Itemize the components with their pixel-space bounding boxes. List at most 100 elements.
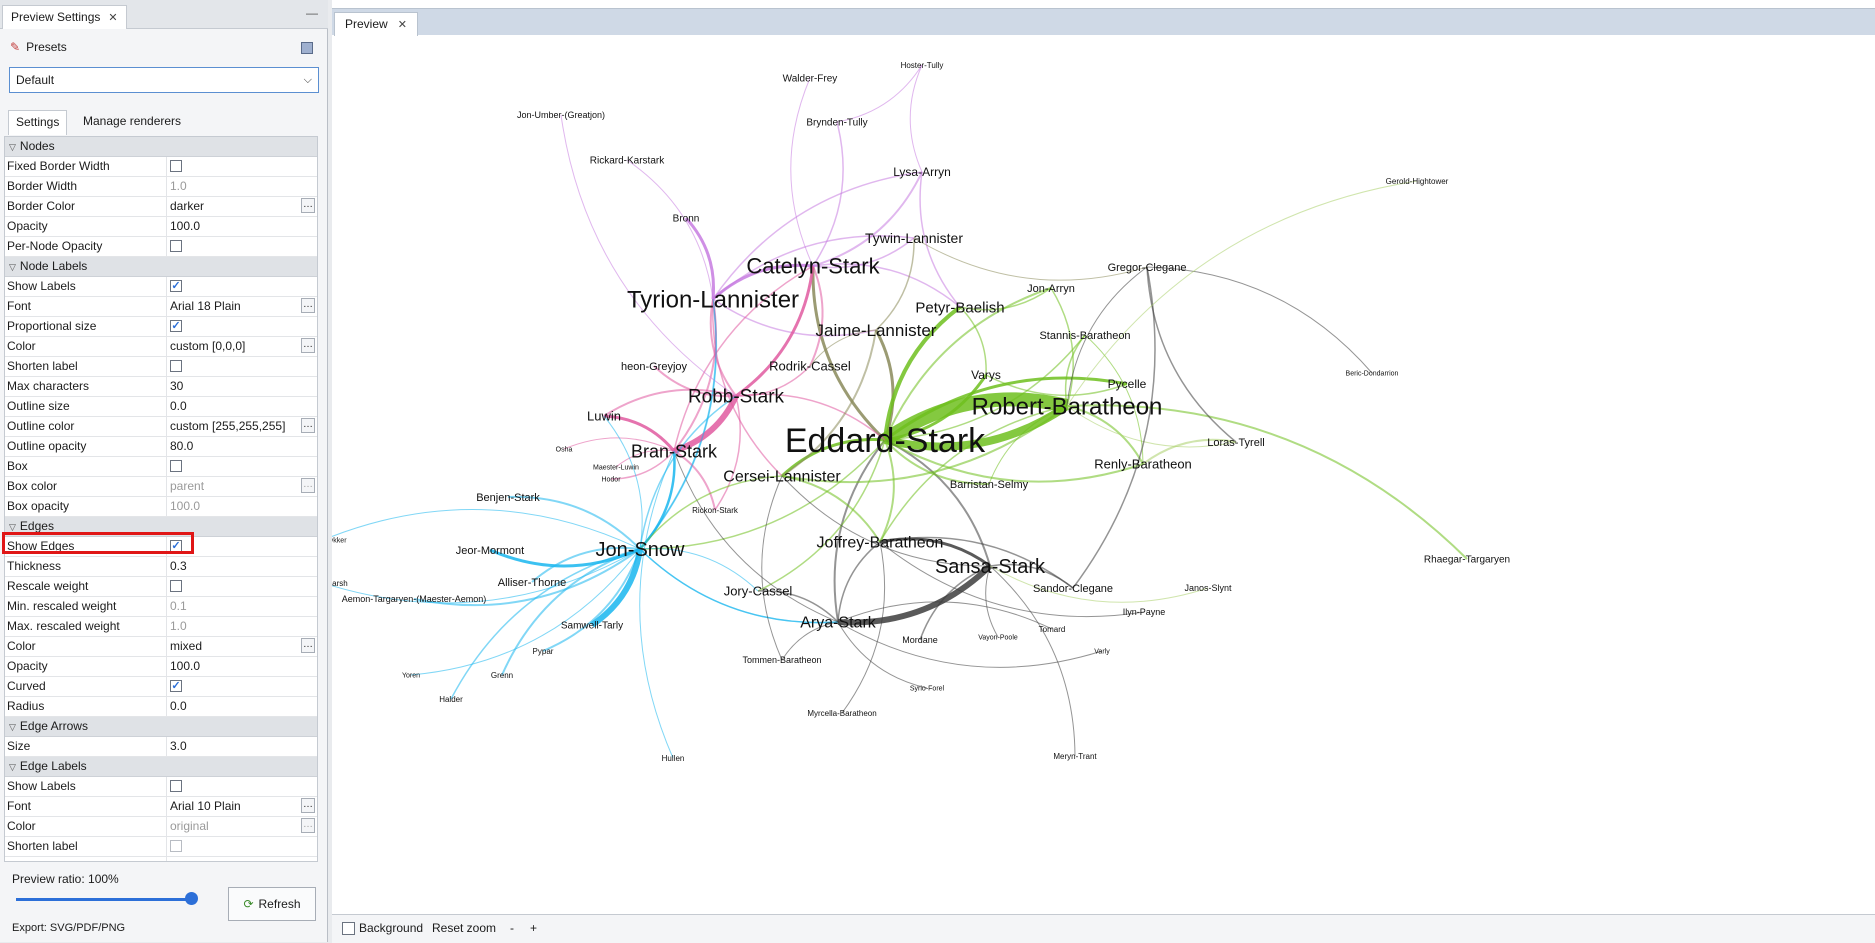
property-value[interactable]: 0.0 (166, 397, 317, 416)
graph-edge (988, 405, 1068, 485)
property-row: Per-Node Opacity (5, 237, 317, 257)
property-row: Font Arial 10 Plain… (5, 797, 317, 817)
property-value[interactable]: original … (166, 817, 317, 836)
preview-ratio-slider-thumb[interactable] (185, 892, 198, 905)
property-value[interactable]: darker … (166, 197, 317, 216)
unchecked-checkbox[interactable] (170, 780, 182, 792)
property-label: Color (7, 339, 36, 353)
property-row: Outline size 0.0 (5, 397, 317, 417)
property-value[interactable]: 100.0 (166, 657, 317, 676)
background-checkbox[interactable] (342, 922, 355, 935)
graph-edge (837, 621, 1103, 668)
checked-checkbox[interactable]: ✓ (170, 680, 182, 692)
property-value[interactable]: 100.0 (166, 497, 317, 516)
property-value[interactable]: Arial 18 Plain… (166, 297, 317, 316)
save-icon[interactable] (301, 42, 313, 54)
property-checkbox-cell[interactable]: ✓ (166, 677, 317, 696)
property-value[interactable]: 100.0 (166, 217, 317, 236)
graph-edge (874, 329, 895, 441)
ellipsis-button[interactable]: … (301, 298, 315, 313)
property-checkbox-cell[interactable] (166, 457, 317, 476)
property-value[interactable]: 30 (166, 857, 317, 861)
graph-edge (884, 376, 1128, 442)
property-checkbox-cell[interactable] (166, 237, 317, 256)
graph-edge (884, 334, 1086, 441)
graph-preview-canvas[interactable]: Eddard-Stark Robert-Baratheon Tyrion-Lanni… (332, 34, 1875, 910)
section-header[interactable]: ▽ Node Labels (5, 257, 317, 277)
graph-edge (913, 237, 1148, 281)
unchecked-checkbox[interactable] (170, 580, 182, 592)
ellipsis-button[interactable]: … (301, 478, 315, 493)
zoom-in-button[interactable]: + (530, 921, 538, 935)
unchecked-checkbox[interactable] (170, 460, 182, 472)
property-value[interactable]: parent… (166, 477, 317, 496)
property-value[interactable]: Arial 10 Plain… (166, 797, 317, 816)
property-label: Border Color (7, 199, 76, 213)
property-row: Opacity 100.0 (5, 657, 317, 677)
close-icon[interactable]: ✕ (108, 12, 118, 24)
preset-select-value: Default (16, 73, 55, 87)
property-checkbox-cell[interactable] (166, 837, 317, 856)
node-label: Joffrey-Baratheon (817, 535, 944, 552)
property-value-text: original (170, 819, 209, 833)
ellipsis-button[interactable]: … (301, 818, 315, 833)
close-icon[interactable]: ✕ (397, 19, 407, 31)
node-label: Gerold-Hightower (1386, 177, 1449, 186)
tab-manage-renderers[interactable]: Manage renderers (76, 110, 188, 134)
unchecked-checkbox[interactable] (170, 160, 182, 172)
collapse-triangle-icon[interactable]: ▽ (9, 762, 16, 772)
property-checkbox-cell[interactable]: ✓ (166, 277, 317, 296)
property-value-text: 100.0 (170, 219, 201, 233)
preset-select[interactable]: Default ⌵ (9, 67, 319, 93)
property-checkbox-cell[interactable] (166, 577, 317, 596)
ellipsis-button[interactable]: … (301, 798, 315, 813)
property-value-text: 30 (170, 859, 183, 861)
property-row: Show Edges ✓ (5, 537, 317, 557)
collapse-triangle-icon[interactable]: ▽ (9, 722, 16, 732)
ellipsis-button[interactable]: … (301, 638, 315, 653)
property-value-text: darker (170, 199, 205, 213)
tab-preview[interactable]: Preview ✕ (334, 12, 418, 36)
property-label: Min. rescaled weight (7, 599, 117, 613)
checked-checkbox[interactable]: ✓ (170, 320, 182, 332)
property-checkbox-cell[interactable] (166, 157, 317, 176)
preview-ratio-slider[interactable] (16, 898, 194, 901)
checked-checkbox[interactable]: ✓ (170, 280, 182, 292)
property-value[interactable]: custom [255,255,255]… (166, 417, 317, 436)
section-header[interactable]: ▽ Nodes (5, 137, 317, 157)
tab-preview-settings[interactable]: Preview Settings ✕ (2, 5, 127, 29)
refresh-button[interactable]: ⟳ Refresh (228, 887, 316, 921)
graph-edge (639, 439, 886, 550)
property-checkbox-cell[interactable] (166, 777, 317, 796)
collapse-triangle-icon[interactable]: ▽ (9, 262, 16, 272)
property-checkbox-cell[interactable]: ✓ (166, 317, 317, 336)
refresh-icon: ⟳ (243, 897, 254, 911)
property-value[interactable]: 3.0 (166, 737, 317, 756)
node-label: Eddard-Stark (785, 422, 986, 460)
tab-settings[interactable]: Settings (8, 110, 68, 135)
ellipsis-button[interactable]: … (301, 418, 315, 433)
ellipsis-button[interactable]: … (301, 198, 315, 213)
property-value[interactable]: 80.0 (166, 437, 317, 456)
property-value[interactable]: 1.0 (166, 177, 317, 196)
collapse-triangle-icon[interactable]: ▽ (9, 142, 16, 152)
property-value[interactable]: custom [0,0,0]… (166, 337, 317, 356)
unchecked-checkbox[interactable] (170, 360, 182, 372)
property-row: Border Color darker … (5, 197, 317, 217)
property-value[interactable]: 1.0 (166, 617, 317, 636)
ellipsis-button[interactable]: … (301, 338, 315, 353)
property-value[interactable]: mixed… (166, 637, 317, 656)
property-value[interactable]: 0.0 (166, 697, 317, 716)
property-value[interactable]: 30 (166, 377, 317, 396)
zoom-out-button[interactable]: - (510, 921, 514, 935)
property-value[interactable]: 0.3 (166, 557, 317, 576)
minimize-icon[interactable]: — (306, 6, 318, 20)
node-label: Jaime-Lannister (816, 321, 937, 340)
collapse-triangle-icon[interactable]: ▽ (9, 522, 16, 532)
reset-zoom-button[interactable]: Reset zoom (432, 921, 497, 935)
property-value[interactable]: 0.1 (166, 597, 317, 616)
property-checkbox-cell[interactable] (166, 357, 317, 376)
section-header[interactable]: ▽ Edge Arrows (5, 717, 317, 737)
unchecked-checkbox[interactable] (170, 240, 182, 252)
section-header[interactable]: ▽ Edge Labels (5, 757, 317, 777)
